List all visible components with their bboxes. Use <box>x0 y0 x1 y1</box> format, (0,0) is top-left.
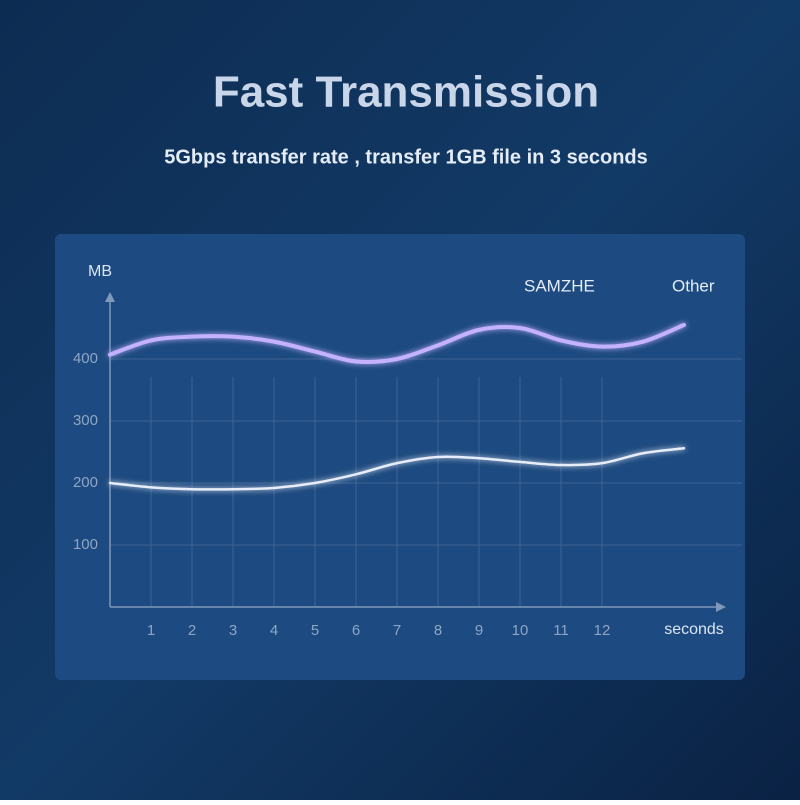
panel <box>55 234 745 680</box>
x-tick-label: 5 <box>311 622 319 639</box>
x-tick-label: 1 <box>147 622 155 639</box>
y-tick-label: 300 <box>73 412 98 429</box>
y-tick-label: 100 <box>73 536 98 553</box>
x-tick-label: 3 <box>229 622 237 639</box>
x-tick-label: 6 <box>352 622 360 639</box>
x-tick-label: 8 <box>434 622 442 639</box>
series-line <box>108 322 686 364</box>
x-axis-label: seconds <box>664 621 724 638</box>
legend-label: Other <box>672 276 715 295</box>
x-tick-label: 7 <box>393 622 401 639</box>
x-tick-label: 12 <box>594 622 611 639</box>
legend: SAMZHE Other <box>470 276 715 295</box>
y-arrow <box>105 292 115 302</box>
y-axis-label: MB <box>88 263 112 280</box>
x-arrow <box>716 602 726 612</box>
x-tick-label: 4 <box>270 622 278 639</box>
axes <box>105 292 726 612</box>
legend-label: SAMZHE <box>524 276 595 295</box>
subtitle: 5Gbps transfer rate , transfer 1GB file … <box>164 146 648 168</box>
x-tick-label: 10 <box>512 622 529 639</box>
title: Fast Transmission <box>213 68 599 117</box>
plot <box>108 322 686 491</box>
x-tick-label: 11 <box>553 622 569 639</box>
x-tick-label: 9 <box>475 622 483 639</box>
y-tick-label: 400 <box>73 350 98 367</box>
x-tick-label: 2 <box>188 622 196 639</box>
series-line <box>108 447 686 491</box>
y-tick-label: 200 <box>73 474 98 491</box>
